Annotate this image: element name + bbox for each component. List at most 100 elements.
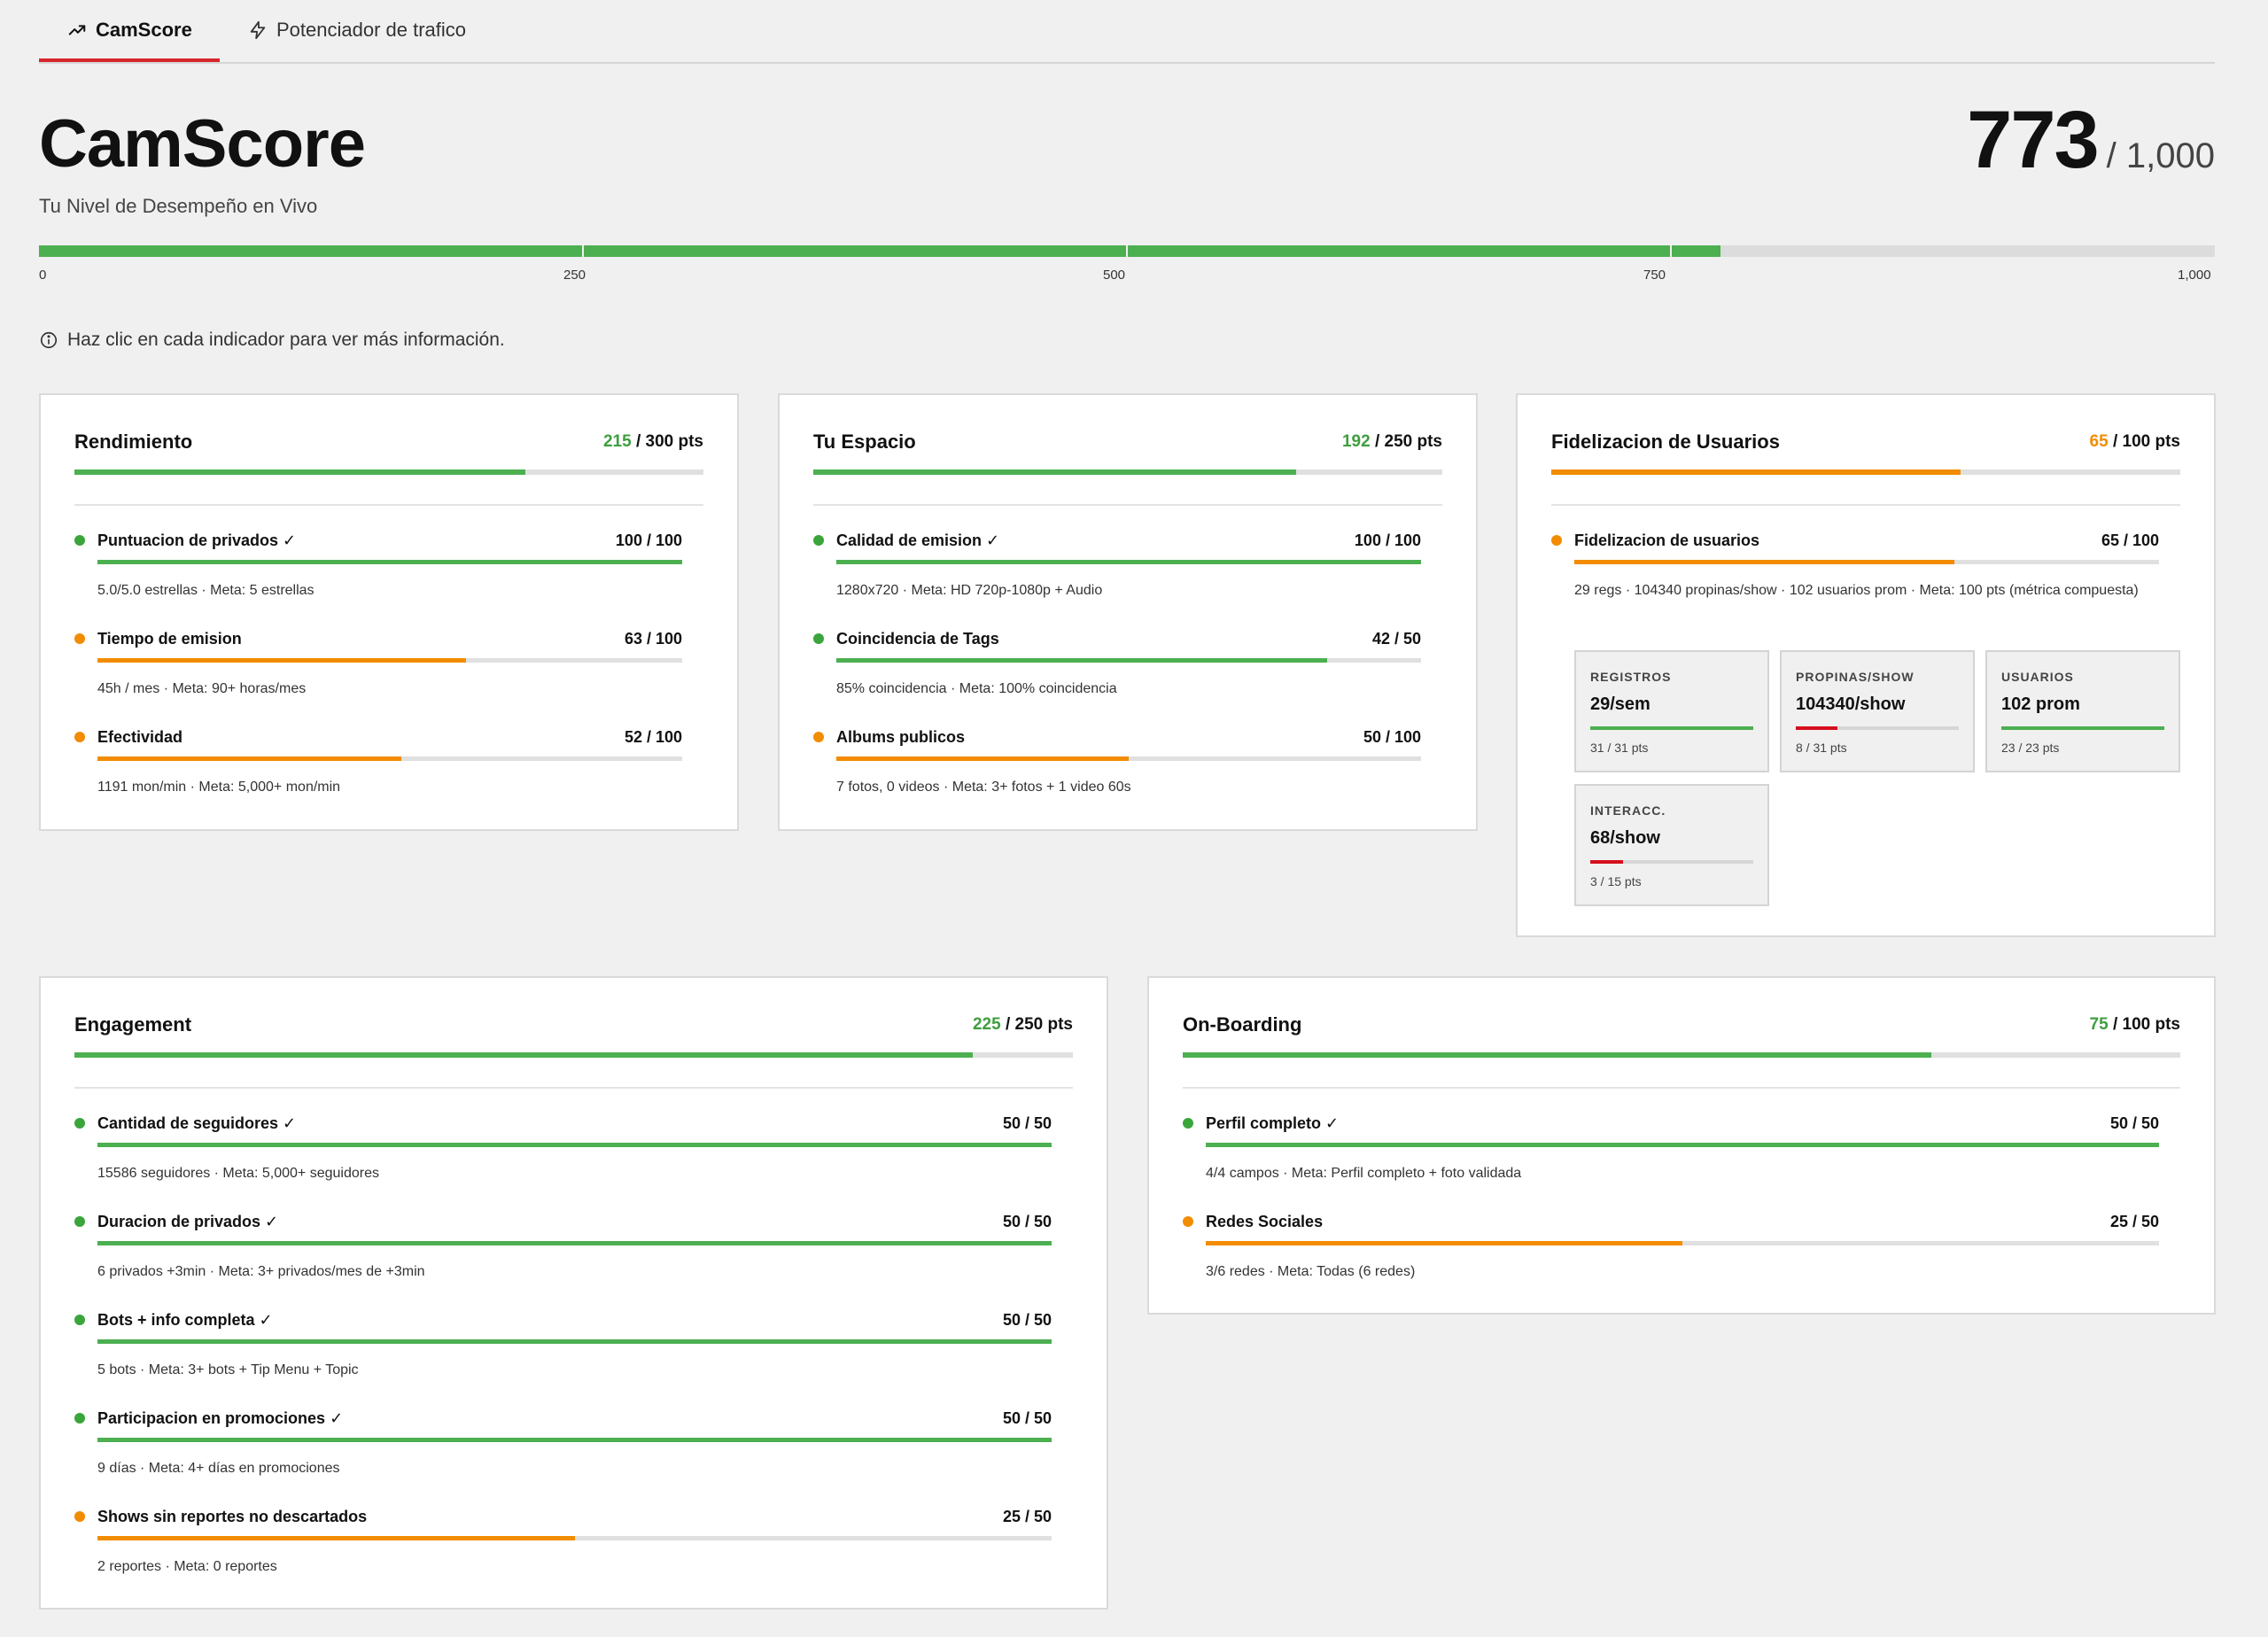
- card-points-earned: 215: [602, 432, 632, 451]
- total-score: 773 / 1,000: [1967, 96, 2215, 184]
- metric-interacc[interactable]: INTERACC. 68/show 3 / 15 pts: [1574, 784, 1769, 906]
- total-score-bar: [39, 245, 2215, 257]
- indicator-description: 5 bots · Meta: 3+ bots + Tip Menu + Topi…: [97, 1362, 359, 1377]
- indicator-row: Efectividad 52 / 100: [74, 725, 682, 749]
- indicator-bar-fill: [97, 1536, 575, 1540]
- indicator-coincidencia-de-tags[interactable]: Coincidencia de Tags 42 / 50 85% coinciden…: [813, 626, 1421, 725]
- card-points: 75 / 100 pts: [2090, 1015, 2180, 1035]
- card-progress-bar: [813, 469, 1442, 475]
- bar-tick-500: [1126, 245, 1128, 257]
- metric-label: PROPINAS/SHOW: [1796, 670, 1915, 684]
- card-title: Engagement: [74, 1013, 192, 1036]
- metric-bar: [1796, 726, 1959, 730]
- tab-camscore[interactable]: CamScore: [39, 0, 220, 62]
- card-tu-espacio[interactable]: Tu Espacio 192 / 250 pts Calidad de emisio…: [778, 393, 1478, 831]
- indicator-bar: [97, 1339, 1052, 1344]
- indicator-value: 52 / 100: [624, 727, 682, 746]
- card-on-boarding[interactable]: On-Boarding 75 / 100 pts Perfil completo ✓…: [1147, 976, 2216, 1315]
- metric-bar-fill: [1590, 726, 1753, 730]
- tick-label-1000: 1,000: [2178, 268, 2211, 283]
- indicator-row: Fidelizacion de usuarios 65 / 100: [1551, 528, 2159, 553]
- indicator-bar: [1206, 1143, 2159, 1147]
- indicator-bar: [1574, 560, 2159, 564]
- status-dot: [74, 633, 85, 644]
- card-progress-bar: [74, 469, 703, 475]
- card-divider: [1183, 1087, 2180, 1089]
- status-dot: [74, 1315, 85, 1325]
- indicator-name: Fidelizacion de usuarios: [1574, 531, 1760, 549]
- card-header: Rendimiento 215 / 300 pts: [74, 429, 703, 455]
- metric-registros[interactable]: REGISTROS 29/sem 31 / 31 pts: [1574, 650, 1769, 772]
- indicator-participacion-en-promociones[interactable]: Participacion en promociones ✓ 50 / 50 9 d…: [74, 1406, 1052, 1504]
- indicator-value: 65 / 100: [2101, 531, 2159, 549]
- total-score-bar-fill: [39, 245, 1721, 257]
- indicator-row: Tiempo de emision 63 / 100: [74, 626, 682, 651]
- tab-potenciador[interactable]: Potenciador de trafico: [248, 0, 466, 60]
- indicator-description: 3/6 redes · Meta: Todas (6 redes): [1206, 1264, 1416, 1279]
- indicator-value: 100 / 100: [1354, 531, 1421, 549]
- indicator-bots-info-completa[interactable]: Bots + info completa ✓ 50 / 50 5 bots · Me…: [74, 1307, 1052, 1406]
- tab-camscore-label: CamScore: [96, 19, 192, 41]
- card-fidelizacion[interactable]: Fidelizacion de Usuarios 65 / 100 pts Fide…: [1516, 393, 2216, 937]
- indicator-bar-fill: [836, 560, 1421, 564]
- status-dot: [74, 535, 85, 546]
- metric-label: REGISTROS: [1590, 670, 1672, 684]
- indicator-bar: [97, 1143, 1052, 1147]
- indicator-bar: [97, 1438, 1052, 1442]
- indicator-albums-publicos[interactable]: Albums publicos 50 / 100 7 fotos, 0 videos…: [813, 725, 1421, 823]
- indicator-puntuacion-de-privados[interactable]: Puntuacion de privados ✓ 100 / 100 5.0/5.0…: [74, 528, 682, 626]
- indicator-value: 25 / 50: [1002, 1507, 1052, 1525]
- indicator-row: Albums publicos 50 / 100: [813, 725, 1421, 749]
- metric-propinas-show[interactable]: PROPINAS/SHOW 104340/show 8 / 31 pts: [1780, 650, 1975, 772]
- indicator-description: 29 regs · 104340 propinas/show · 102 usu…: [1574, 583, 2139, 598]
- indicator-shows-sin-reportes-no-descartados[interactable]: Shows sin reportes no descartados 25 / 50…: [74, 1504, 1052, 1602]
- indicator-bar: [97, 1536, 1052, 1540]
- indicator-cantidad-de-seguidores[interactable]: Cantidad de seguidores ✓ 50 / 50 15586 seg…: [74, 1111, 1052, 1209]
- indicator-efectividad[interactable]: Efectividad 52 / 100 1191 mon/min · Meta: …: [74, 725, 682, 823]
- card-engagement[interactable]: Engagement 225 / 250 pts Cantidad de segui…: [39, 976, 1108, 1610]
- metric-bar: [2001, 726, 2164, 730]
- tab-potenciador-label: Potenciador de trafico: [276, 19, 467, 41]
- metric-bar: [1590, 860, 1753, 864]
- indicator-calidad-de-emision[interactable]: Calidad de emision ✓ 100 / 100 1280x720 · …: [813, 528, 1421, 626]
- metric-label: USUARIOS: [2001, 670, 2074, 684]
- indicator-row: Redes Sociales 25 / 50: [1183, 1209, 2159, 1234]
- info-hint-text: Haz clic en cada indicador para ver más …: [67, 330, 505, 350]
- tick-label-500: 500: [1103, 268, 1126, 283]
- indicator-redes-sociales[interactable]: Redes Sociales 25 / 50 3/6 redes · Meta: T…: [1183, 1209, 2159, 1307]
- indicator-bar: [97, 658, 682, 663]
- indicator-description: 85% coincidencia · Meta: 100% coincidenc…: [836, 681, 1117, 696]
- indicator-duracion-de-privados[interactable]: Duracion de privados ✓ 50 / 50 6 privados …: [74, 1209, 1052, 1307]
- indicator-bar-fill: [97, 756, 402, 761]
- card-points-earned: 192: [1341, 432, 1371, 451]
- info-hint: Haz clic en cada indicador para ver más …: [39, 330, 505, 351]
- card-progress-bar: [1183, 1052, 2180, 1058]
- card-progress-bar: [74, 1052, 1073, 1058]
- indicator-name: Bots + info completa ✓: [97, 1310, 273, 1329]
- indicator-description: 1280x720 · Meta: HD 720p-1080p + Audio: [836, 583, 1103, 598]
- indicator-bar: [836, 756, 1421, 761]
- indicator-name: Participacion en promociones ✓: [97, 1408, 344, 1427]
- metric-usuarios[interactable]: USUARIOS 102 prom 23 / 23 pts: [1985, 650, 2180, 772]
- card-points: 65 / 100 pts: [2090, 432, 2180, 452]
- indicator-row: Shows sin reportes no descartados 25 / 50: [74, 1504, 1052, 1529]
- indicator-fidelizacion-de-usuarios[interactable]: Fidelizacion de usuarios 65 / 100 29 regs …: [1551, 528, 2159, 626]
- card-rendimiento[interactable]: Rendimiento 215 / 300 pts Puntuacion de pr…: [39, 393, 739, 831]
- card-points-max: / 250 pts: [1374, 432, 1442, 451]
- card-title: On-Boarding: [1183, 1013, 1302, 1036]
- status-dot: [1183, 1216, 1193, 1227]
- status-dot: [1551, 535, 1562, 546]
- bar-tick-750: [1670, 245, 1672, 257]
- indicator-perfil-completo[interactable]: Perfil completo ✓ 50 / 50 4/4 campos · Met…: [1183, 1111, 2159, 1209]
- score-value: 773: [1967, 95, 2099, 185]
- indicator-bar-fill: [97, 1339, 1052, 1344]
- metric-bar-fill: [1796, 726, 1838, 730]
- indicator-bar: [836, 658, 1421, 663]
- indicator-tiempo-de-emision[interactable]: Tiempo de emision 63 / 100 45h / mes · Met…: [74, 626, 682, 725]
- metric-bar-fill: [2001, 726, 2164, 730]
- indicator-bar-fill: [97, 1241, 1052, 1245]
- indicator-row: Puntuacion de privados ✓ 100 / 100: [74, 528, 682, 553]
- card-points: 192 / 250 pts: [1342, 432, 1442, 452]
- metric-points: 8 / 31 pts: [1796, 741, 1847, 755]
